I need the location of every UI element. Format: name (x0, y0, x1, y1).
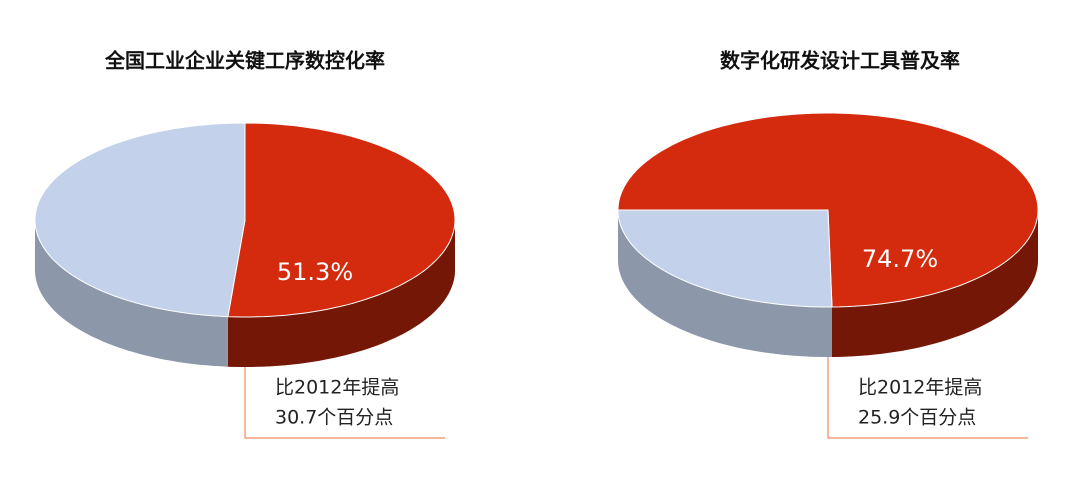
pie-side-shade (618, 210, 832, 357)
pie-side-shade (35, 220, 228, 367)
pie-slice (34, 122, 246, 318)
leader-line (827, 357, 1028, 439)
pie-slice (617, 209, 833, 308)
pie-side (227, 220, 455, 367)
value-label: 51.3% (277, 258, 353, 286)
pie-side-shade (832, 210, 1038, 357)
annotation: 比2012年提高 (275, 377, 399, 399)
value-label: 74.7% (862, 245, 938, 273)
pie-slice (227, 122, 456, 318)
annotation: 比2012年提高 (858, 377, 982, 399)
leader-line (244, 367, 445, 439)
annotation: 25.9个百分点 (858, 407, 976, 429)
chart-title: 数字化研发设计工具普及率 (720, 49, 960, 73)
pie-side (35, 220, 228, 367)
chart-title: 全国工业企业关键工序数控化率 (104, 49, 385, 73)
pie-side (618, 210, 832, 357)
pie-side (832, 210, 1038, 357)
annotation: 30.7个百分点 (275, 407, 393, 429)
pie-side-shade (227, 220, 455, 367)
